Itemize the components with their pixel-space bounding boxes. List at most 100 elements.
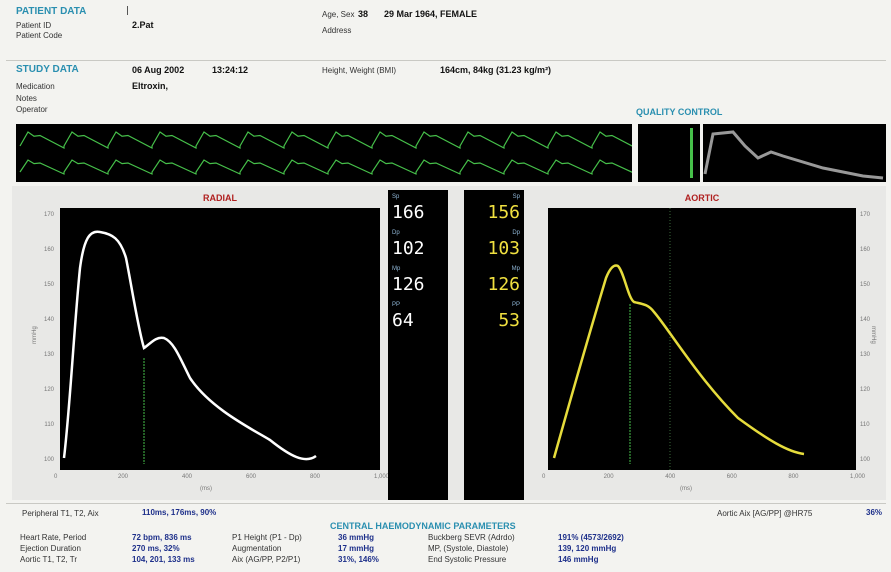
y-tick-label: 150 — [860, 282, 871, 288]
study-time: 13:24:12 — [212, 65, 249, 75]
readout-value-mp: 126 — [487, 274, 520, 295]
divider — [6, 60, 886, 61]
y-tick-label: 140 — [860, 317, 871, 323]
pulse-trace-lower — [19, 159, 637, 175]
radial-y-axis: 170 160 150 140 130 120 110 100 mmHg — [24, 212, 58, 472]
readout-value-pp: 53 — [498, 310, 520, 331]
param-label: MP, (Systole, Diastole) — [428, 544, 509, 553]
address-label: Address — [322, 26, 352, 35]
peripheral-value: 110ms, 176ms, 90% — [142, 508, 217, 517]
x-tick-label: 400 — [182, 474, 193, 480]
x-tick-label: 1,000 — [850, 474, 866, 480]
patient-section-title: PATIENT DATA — [16, 6, 87, 17]
study-date: 06 Aug 2002 — [132, 65, 185, 75]
radial-readout-panel: Sp 166 Dp 102 Mp 126 PP 64 — [388, 190, 448, 500]
param-value: 270 ms, 32% — [132, 544, 180, 553]
param-label: End Systolic Pressure — [428, 555, 507, 564]
x-tick-label: 1,000 — [374, 474, 390, 480]
param-label: Buckberg SEVR (Adrdo) — [428, 533, 515, 542]
readout-label-pp: PP — [511, 302, 520, 308]
x-tick-label: 200 — [603, 474, 614, 480]
notes-label: Notes — [16, 94, 37, 103]
patient-id-label: Patient ID — [16, 21, 52, 30]
aortic-title: AORTIC — [684, 193, 720, 203]
readout-label-mp: Mp — [511, 266, 520, 272]
y-tick-label: 140 — [43, 317, 54, 323]
x-tick-label: 600 — [726, 474, 737, 480]
y-tick-label: 100 — [43, 457, 54, 463]
param-label: Aix (AG/PP, P2/P1) — [232, 555, 301, 564]
y-tick-label: 100 — [860, 457, 871, 463]
aortic-x-label: (ms) — [680, 486, 692, 492]
pulse-trace-svg — [19, 131, 637, 175]
patient-id-value: 2.Pat — [132, 20, 154, 30]
y-tick-label: 130 — [860, 352, 871, 358]
age-value: 38 — [358, 9, 369, 19]
param-value: 36 mmHg — [338, 533, 375, 542]
text-cursor — [127, 6, 128, 15]
quality-bar — [690, 128, 693, 178]
pulse-trace-strip — [16, 124, 637, 182]
aortic-chart-svg — [552, 208, 805, 470]
readout-label-dp: Dp — [392, 230, 400, 236]
quality-overlay-panel — [703, 124, 886, 182]
age-sex-label: Age, Sex — [322, 10, 355, 19]
x-tick-label: 0 — [542, 474, 546, 480]
readout-value-pp: 64 — [392, 310, 414, 331]
x-tick-label: 600 — [246, 474, 257, 480]
quality-overlay-svg — [703, 130, 884, 180]
param-value: 72 bpm, 836 ms — [132, 533, 192, 542]
radial-chart — [60, 208, 380, 470]
readout-label-mp: Mp — [392, 266, 401, 272]
x-tick-label: 400 — [665, 474, 676, 480]
param-label: Aortic T1, T2, Tr — [20, 555, 78, 564]
param-value: 146 mmHg — [558, 555, 599, 564]
y-tick-label: 170 — [43, 212, 54, 218]
readout-label-sp: Sp — [512, 194, 520, 200]
param-label: P1 Height (P1 - Dp) — [232, 533, 302, 542]
aortic-waveform — [552, 264, 805, 459]
height-weight-value: 164cm, 84kg (31.23 kg/m²) — [440, 65, 552, 75]
quality-bar-panel — [638, 124, 700, 182]
y-tick-label: 130 — [43, 352, 54, 358]
y-tick-label: 170 — [860, 212, 871, 218]
patient-code-label: Patient Code — [16, 31, 63, 40]
readout-value-sp: 156 — [487, 202, 520, 223]
y-tick-label: 160 — [860, 247, 871, 253]
y-tick-label: 150 — [43, 282, 54, 288]
aortic-y-axis: 170 160 150 140 130 120 110 100 mmHg — [858, 212, 888, 472]
y-tick-label: 110 — [44, 422, 54, 428]
dob-sex-value: 29 Mar 1964, FEMALE — [384, 9, 478, 19]
x-tick-label: 800 — [310, 474, 321, 480]
aortic-x-ticks: 0 200 400 600 800 1,000 — [542, 474, 865, 484]
operator-label: Operator — [16, 105, 48, 114]
medication-value: Eltroxin, — [132, 81, 169, 91]
param-value: 31%, 146% — [338, 555, 379, 564]
height-weight-label: Height, Weight (BMI) — [322, 66, 397, 75]
readout-label-pp: PP — [392, 302, 401, 308]
param-value: 104, 201, 133 ms — [132, 555, 195, 564]
readout-value-dp: 102 — [392, 238, 425, 259]
x-tick-label: 200 — [118, 474, 129, 480]
radial-x-ticks: 0 200 400 600 800 1,000 — [54, 474, 389, 484]
aortic-aix-label: Aortic Aix [AG/PP] @HR75 — [717, 509, 813, 518]
param-label: Heart Rate, Period — [20, 533, 87, 542]
radial-y-unit: mmHg — [31, 326, 38, 344]
param-value: 191% (4573/2692) — [558, 533, 624, 542]
pulse-trace-upper — [19, 131, 637, 149]
readout-value-mp: 126 — [392, 274, 425, 295]
peripheral-label: Peripheral T1, T2, Aix — [22, 509, 99, 518]
param-label: Ejection Duration — [20, 544, 81, 553]
aortic-y-unit: mmHg — [869, 326, 876, 344]
y-tick-label: 160 — [43, 247, 54, 253]
y-tick-label: 120 — [43, 387, 54, 393]
aortic-readout-panel: Sp 156 Dp 103 Mp 126 PP 53 — [464, 190, 524, 500]
param-label: Augmentation — [232, 544, 282, 553]
quality-control-title: QUALITY CONTROL — [636, 107, 723, 117]
aortic-chart — [548, 208, 856, 470]
y-tick-label: 120 — [860, 387, 871, 393]
param-value: 17 mmHg — [338, 544, 375, 553]
study-section-title: STUDY DATA — [16, 64, 79, 75]
x-tick-label: 800 — [788, 474, 799, 480]
readout-label-sp: Sp — [392, 194, 400, 200]
